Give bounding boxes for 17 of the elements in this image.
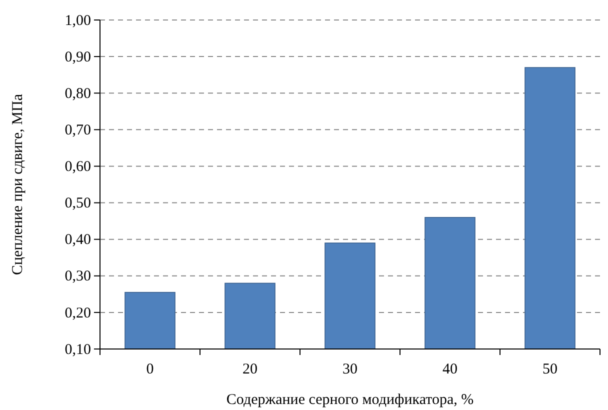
y-tick-label: 0,60 — [64, 159, 91, 176]
x-axis-title: Содержание серного модификатора, % — [226, 392, 474, 408]
x-tick-label: 20 — [242, 362, 258, 378]
y-tick-label: 0,50 — [64, 196, 91, 212]
y-tick-label: 0,90 — [64, 49, 91, 66]
x-tick-label: 40 — [442, 362, 458, 378]
x-tick-label: 50 — [542, 362, 558, 378]
y-tick-label: 0,10 — [64, 342, 91, 358]
y-tick-label: 0,80 — [64, 86, 91, 102]
y-tick-label: 0,70 — [64, 122, 91, 138]
y-tick-label: 1,00 — [64, 12, 91, 29]
x-tick-label: 0 — [146, 362, 154, 378]
x-tick-label: 30 — [342, 362, 358, 378]
y-tick-label: 0,40 — [64, 232, 91, 248]
y-axis-title: Сцепление при сдвиге, МПа — [10, 94, 26, 275]
y-tick-label: 0,20 — [64, 305, 91, 322]
y-tick-label: 0,30 — [64, 268, 91, 285]
